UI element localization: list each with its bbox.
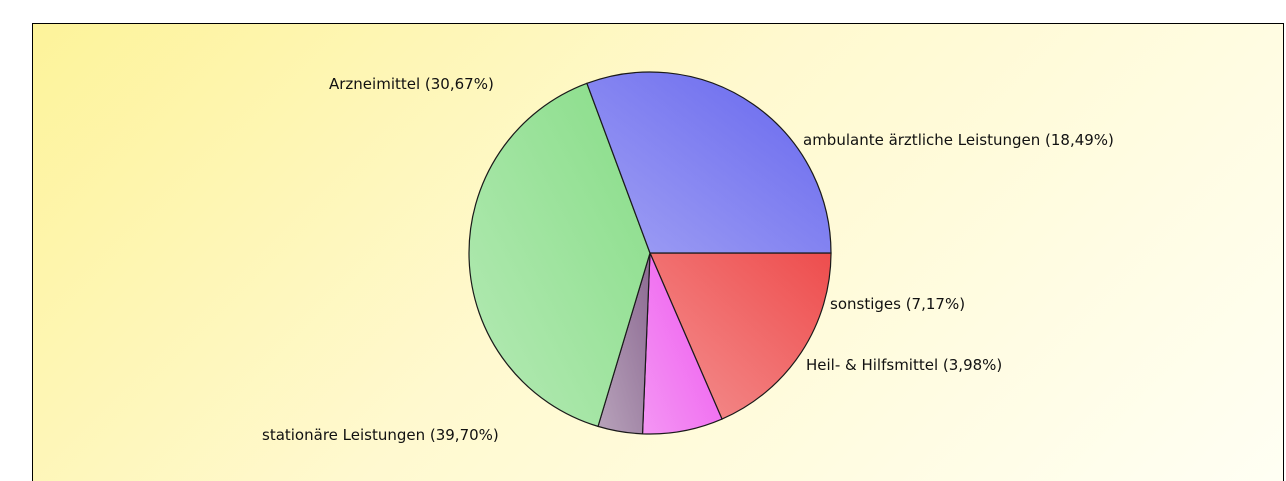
slice-label-4: Arzneimittel (30,67%) (329, 75, 494, 93)
slice-label-1: sonstiges (7,17%) (830, 295, 965, 313)
pie-slice-arzneimittel (586, 71, 832, 254)
pie-slice-stationäre-leistungen (468, 82, 651, 428)
pie-slices (468, 71, 832, 435)
pie-slice-ambulante-ärztliche-leistungen (649, 252, 832, 420)
pie-chart: ambulante ärztliche Leistungen (18,49%) s… (262, 71, 1114, 444)
slice-label-2: Heil- & Hilfsmittel (3,98%) (806, 356, 1002, 374)
chart-frame: ambulante ärztliche Leistungen (18,49%) s… (32, 23, 1284, 481)
slice-label-3: stationäre Leistungen (39,70%) (262, 426, 499, 444)
pie-labels: ambulante ärztliche Leistungen (18,49%) s… (262, 75, 1114, 444)
slice-label-0: ambulante ärztliche Leistungen (18,49%) (803, 131, 1114, 149)
